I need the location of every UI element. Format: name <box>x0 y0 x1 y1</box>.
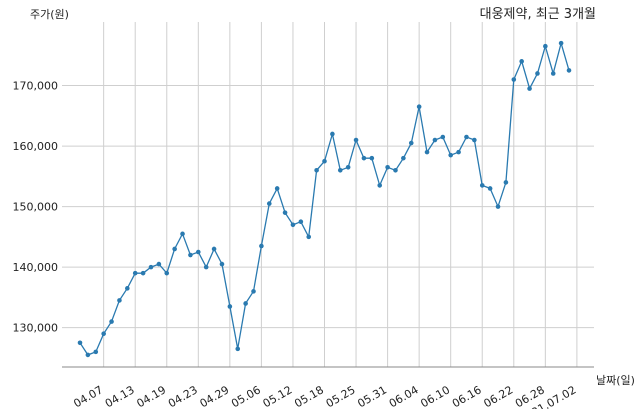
y-tick-label: 170,000 <box>13 80 59 93</box>
data-point <box>148 264 154 270</box>
x-tick-label: 05.12 <box>261 383 295 409</box>
data-point <box>203 264 209 270</box>
x-tick-label: 05.31 <box>355 383 389 409</box>
x-tick-label: 06.10 <box>418 383 452 409</box>
y-axis-title: 주가(원) <box>30 8 69 21</box>
data-point <box>377 183 383 188</box>
data-point <box>337 167 343 173</box>
x-tick-label: 04.29 <box>198 383 232 409</box>
data-point <box>243 301 248 306</box>
x-tick-label: 05.25 <box>324 383 358 409</box>
data-point <box>125 286 130 291</box>
data-point <box>432 137 438 143</box>
x-tick-label: 04.23 <box>166 383 200 409</box>
data-point <box>345 164 351 170</box>
data-point <box>219 261 225 267</box>
y-tick-label: 160,000 <box>13 140 59 153</box>
y-tick-label: 140,000 <box>13 261 59 274</box>
data-point <box>132 270 138 276</box>
data-point <box>164 270 170 276</box>
data-point <box>550 71 556 76</box>
data-point <box>117 298 122 303</box>
data-point <box>172 246 177 252</box>
data-point <box>140 270 146 276</box>
x-tick-label: 04.13 <box>103 383 137 409</box>
data-point <box>401 155 406 161</box>
y-tick-label: 150,000 <box>13 201 59 214</box>
data-point <box>298 219 304 225</box>
data-point <box>487 186 493 191</box>
data-point <box>330 131 335 137</box>
x-tick-label: 06.04 <box>387 383 421 409</box>
data-point <box>211 246 217 252</box>
chart-title: 대웅제약, 최근 3개월 <box>480 7 596 22</box>
x-tick-label: 06.22 <box>482 383 516 409</box>
data-point <box>448 152 453 158</box>
data-point <box>353 137 359 143</box>
y-tick-labels: 130,000 140,000 150,000 160,000 170,000 <box>13 80 59 335</box>
x-tick-label: 05.06 <box>229 383 263 409</box>
data-point <box>227 304 233 309</box>
data-point <box>416 104 422 110</box>
data-point <box>274 186 280 191</box>
data-point <box>251 289 256 294</box>
data-point <box>369 155 375 161</box>
data-point <box>440 134 446 140</box>
x-tick-label: 05.18 <box>292 383 326 409</box>
data-point <box>543 43 548 49</box>
data-point <box>101 331 106 337</box>
data-point <box>519 59 524 64</box>
data-point <box>180 231 185 237</box>
data-point <box>464 134 469 140</box>
data-point <box>259 243 264 249</box>
data-point <box>314 167 319 173</box>
data-point <box>188 252 193 258</box>
data-point <box>558 40 564 46</box>
data-point <box>385 164 390 170</box>
data-point <box>196 249 201 255</box>
x-axis-title: 날짜(일) <box>596 373 635 387</box>
x-tick-labels: 04.0704.1304.1904.2304.2905.0605.1205.18… <box>71 383 578 409</box>
series <box>77 40 572 358</box>
data-point <box>290 222 296 228</box>
data-point <box>479 183 485 188</box>
data-point <box>503 180 509 185</box>
data-point <box>456 149 461 155</box>
data-point <box>361 155 367 161</box>
data-point <box>109 319 114 324</box>
data-point <box>156 261 162 267</box>
x-tick-label: 06.16 <box>450 383 484 409</box>
data-point <box>93 349 99 355</box>
data-point <box>495 204 501 209</box>
data-point <box>306 234 312 240</box>
data-point <box>85 352 91 358</box>
data-point <box>408 140 414 146</box>
data-point <box>566 68 572 73</box>
data-point <box>424 149 430 155</box>
x-tick-label: 04.07 <box>71 383 105 409</box>
data-point <box>527 86 532 91</box>
data-point <box>266 201 272 206</box>
grid <box>62 22 594 367</box>
data-point <box>511 77 517 82</box>
data-point <box>322 158 327 164</box>
data-point <box>535 71 540 76</box>
y-tick-label: 130,000 <box>13 322 59 335</box>
data-point <box>235 346 241 352</box>
x-tick-label: 04.19 <box>134 383 168 409</box>
data-point <box>77 340 83 346</box>
data-point <box>472 137 477 143</box>
data-point <box>393 167 398 173</box>
data-point <box>282 210 288 215</box>
